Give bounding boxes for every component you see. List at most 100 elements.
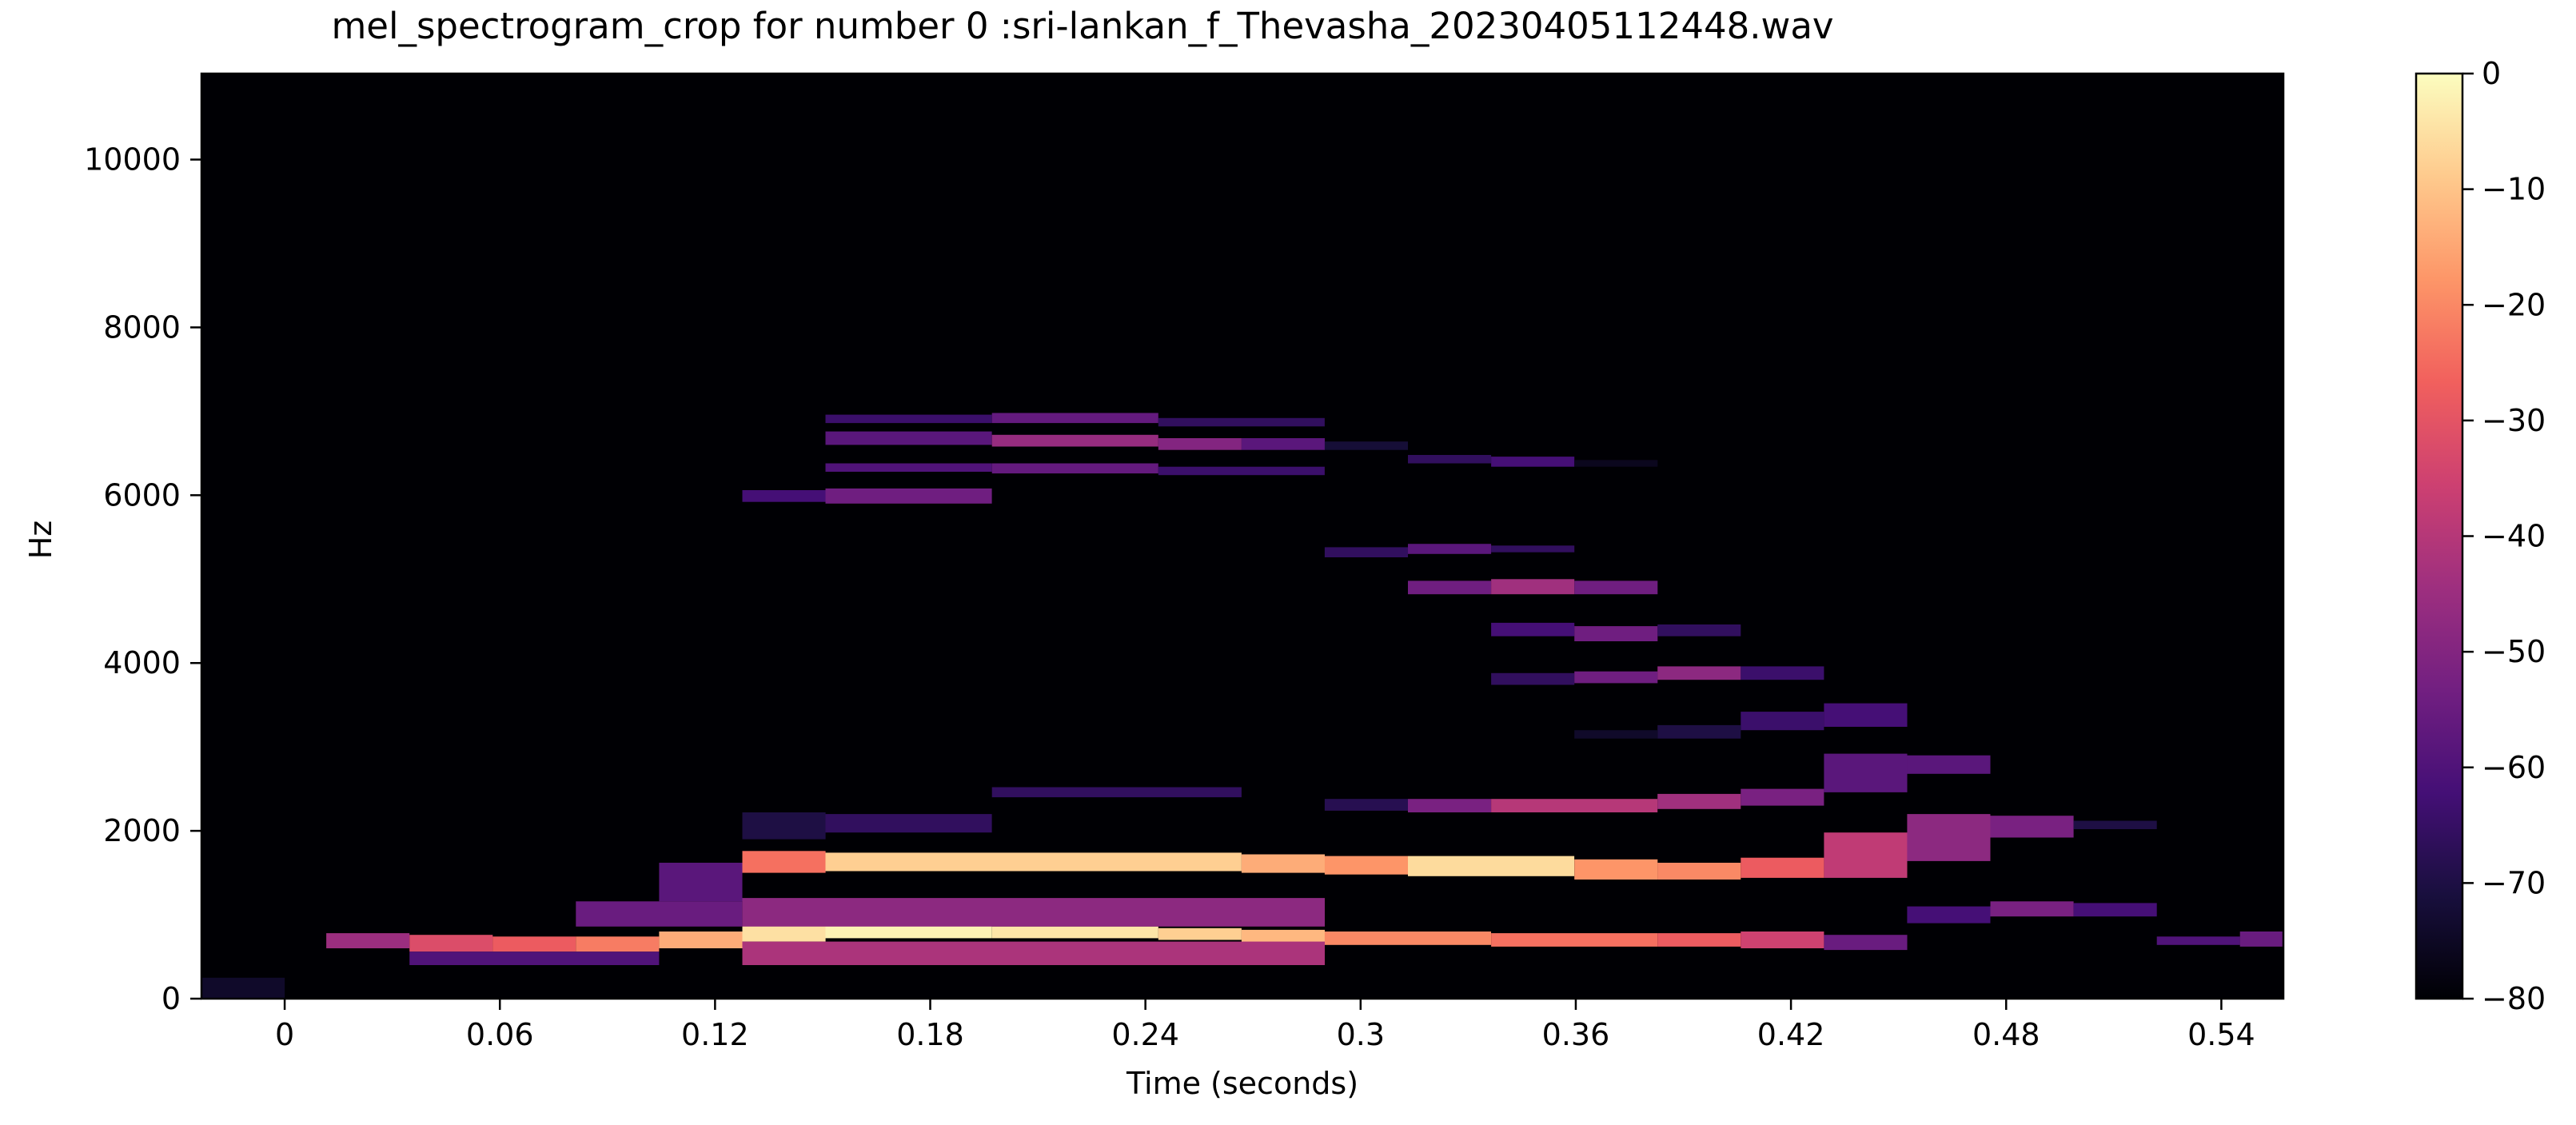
spectrogram-cell <box>1824 935 1908 951</box>
spectrogram-cell <box>576 901 743 927</box>
plot-area <box>200 72 2285 1000</box>
spectrogram-cell <box>1324 856 1408 875</box>
spectrogram-cell <box>1824 703 1908 727</box>
spectrogram-cell <box>1657 624 1741 636</box>
spectrogram-cell <box>1657 666 1741 680</box>
spectrogram-cell <box>1741 857 1824 878</box>
spectrogram-cell <box>659 863 743 902</box>
spectrogram-cell <box>1657 793 1741 809</box>
spectrogram-cell <box>2073 903 2157 917</box>
spectrogram-cell <box>1907 755 1991 774</box>
y-tick-label: 10000 <box>84 142 181 178</box>
spectrogram-cell <box>1491 457 1575 467</box>
spectrogram-cell <box>492 936 576 952</box>
spectrogram-cell <box>1408 799 1492 812</box>
spectrogram-cell <box>409 951 660 965</box>
spectrogram-cell <box>1990 901 2074 917</box>
x-tick-label: 0.48 <box>1972 1017 2040 1052</box>
spectrogram-cell <box>409 935 493 952</box>
spectrogram-cell <box>1491 933 1658 947</box>
spectrogram-cell <box>1158 438 1242 450</box>
spectrogram-cell <box>991 413 1158 424</box>
colorbar-tick-label: −80 <box>2482 981 2546 1016</box>
spectrogram-cell <box>1324 799 1408 811</box>
spectrogram-cell <box>1491 622 1575 636</box>
y-tick-label: 4000 <box>103 645 181 680</box>
colorbar-tick-label: −40 <box>2482 519 2546 554</box>
spectrogram-cell <box>742 924 826 942</box>
x-tick-label: 0.12 <box>681 1017 749 1052</box>
colorbar-tick-label: −10 <box>2482 172 2546 207</box>
y-tick-label: 2000 <box>103 813 181 848</box>
x-tick-label: 0.24 <box>1111 1017 1179 1052</box>
y-tick-label: 0 <box>161 981 181 1016</box>
spectrogram-cell <box>1241 438 1325 450</box>
spectrogram-cells <box>201 413 2283 999</box>
spectrogram-cell <box>1574 671 1658 684</box>
spectrogram-cell <box>1408 544 1492 554</box>
spectrogram-cell <box>991 926 1158 939</box>
y-axis-label: Hz <box>23 521 58 560</box>
spectrogram-cell <box>1158 466 1325 476</box>
spectrogram-cell <box>1574 626 1658 641</box>
spectrogram-cell <box>1324 441 1408 450</box>
spectrogram-cell <box>1574 460 1658 467</box>
spectrogram-cell <box>1574 730 1658 739</box>
spectrogram-cell <box>1158 928 1242 940</box>
spectrogram-cell <box>1324 932 1491 945</box>
spectrogram-cell <box>1491 579 1575 595</box>
colorbar: 0 −10 −20 −30 −40 −50 −60 −70 −80 <box>2415 56 2546 1016</box>
x-tick-label: 0.54 <box>2187 1017 2255 1052</box>
spectrogram-cell <box>742 812 826 840</box>
spectrogram-cell <box>1907 906 1991 924</box>
x-tick-label: 0.18 <box>896 1017 964 1052</box>
x-tick-label: 0.42 <box>1757 1017 1825 1052</box>
y-axis-ticks: 0 2000 4000 6000 8000 10000 <box>84 142 201 1016</box>
spectrogram-cell <box>1491 545 1575 553</box>
x-tick-label: 0.3 <box>1337 1017 1385 1052</box>
spectrogram-cell <box>659 932 743 948</box>
spectrogram-cell <box>991 463 1158 474</box>
spectrogram-cell <box>742 490 826 502</box>
spectrogram-cell <box>1324 547 1408 557</box>
spectrogram-cell <box>1741 932 1824 948</box>
spectrogram-cell <box>1741 788 1824 806</box>
spectrogram-cell <box>742 898 1325 927</box>
colorbar-gradient <box>2416 74 2462 999</box>
spectrogram-cell <box>1241 854 1325 873</box>
spectrogram-cell <box>1990 816 2074 838</box>
spectrogram-cell <box>825 414 992 424</box>
colorbar-tick-label: −60 <box>2482 750 2546 785</box>
spectrogram-cell <box>1824 832 1908 878</box>
spectrogram-cell <box>825 924 992 939</box>
chart-title: mel_spectrogram_crop for number 0 :sri-l… <box>331 5 1833 47</box>
x-axis-ticks: 0 0.06 0.12 0.18 0.24 0.3 0.36 0.42 0.48 0.54 <box>275 999 2255 1052</box>
spectrogram-cell <box>1491 672 1575 685</box>
spectrogram-cell <box>1241 929 1325 943</box>
y-tick-label: 8000 <box>103 309 181 345</box>
spectrogram-cell <box>2156 936 2240 945</box>
spectrogram-cell <box>1491 799 1658 812</box>
colorbar-tick-label: −50 <box>2482 634 2546 669</box>
spectrogram-cell <box>742 941 1325 965</box>
spectrogram-cell <box>1824 753 1908 792</box>
spectrogram-cell <box>825 463 992 472</box>
colorbar-tick-label: 0 <box>2482 56 2501 91</box>
plot-frame <box>200 72 2285 1000</box>
spectrogram-cell <box>1158 417 1325 427</box>
y-tick-label: 6000 <box>103 477 181 513</box>
spectrogram-cell <box>201 977 285 999</box>
spectrogram-cell <box>1741 666 1824 680</box>
spectrogram-cell <box>825 852 1242 872</box>
spectrogram-cell <box>742 851 826 873</box>
colorbar-tick-label: −20 <box>2482 287 2546 322</box>
spectrogram-cell <box>1574 580 1658 595</box>
spectrogram-cell <box>2073 820 2157 829</box>
spectrogram-cell <box>1408 856 1575 876</box>
colorbar-ticks: 0 −10 −20 −30 −40 −50 −60 −70 −80 <box>2462 56 2546 1016</box>
spectrogram-cell <box>991 787 1242 798</box>
spectrogram-cell <box>326 933 410 948</box>
spectrogram-cell <box>1907 814 1991 861</box>
spectrogram-cell <box>1657 724 1741 739</box>
x-tick-label: 0.36 <box>1542 1017 1610 1052</box>
